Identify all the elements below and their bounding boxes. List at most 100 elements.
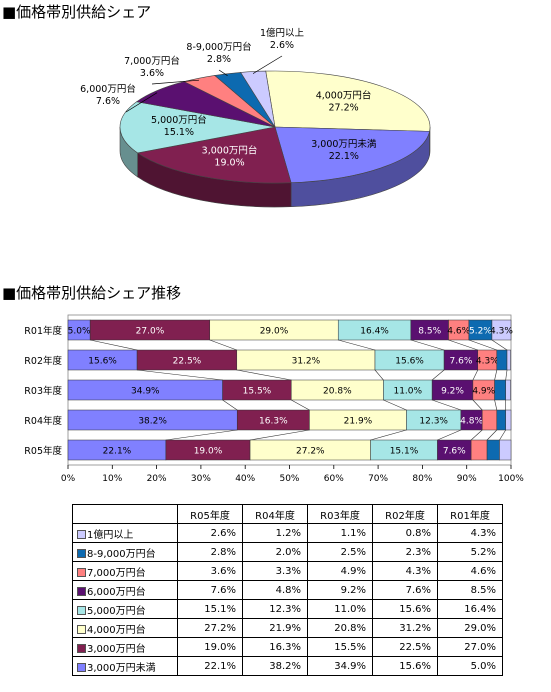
bar-category-2: R03年度 <box>24 385 62 397</box>
bar-label-2-cat-0: 34.9% <box>131 387 160 397</box>
bar-category-0: R01年度 <box>24 325 62 337</box>
table-row: 4,000万円台 27.2% 21.9% 20.8% 31.2% 29.0% <box>72 618 503 638</box>
bar-label-0-cat-4: 8.5% <box>418 327 441 337</box>
table-cell: 2.6% <box>177 523 243 543</box>
table-cell: 22.5% <box>372 637 438 657</box>
table-cell: 19.0% <box>177 637 243 657</box>
table-cell: 5.0% <box>437 656 503 676</box>
bar-category-3: R04年度 <box>24 415 62 427</box>
table-row: 8-9,000万円台 2.8% 2.0% 2.5% 2.3% 5.2% <box>72 542 503 562</box>
pie-label-cat-3: 5,000万円台 <box>151 114 207 126</box>
pie-value-cat-6: 2.8% <box>207 54 231 65</box>
x-tick-label-1: 10% <box>102 474 122 484</box>
table-col-header-1: R04年度 <box>242 504 308 524</box>
table-corner <box>72 504 178 524</box>
table-cell: 7.6% <box>177 580 243 600</box>
bar-connector-0-cat-4 <box>448 339 478 351</box>
bar-label-4-cat-2: 27.2% <box>296 447 325 457</box>
x-tick-label-7: 70% <box>368 474 388 484</box>
bar-label-1-cat-5: 4.3% <box>476 357 499 367</box>
table-cell: 8.5% <box>437 580 503 600</box>
bar-category-1: R02年度 <box>24 355 62 367</box>
table-cell: 22.1% <box>177 656 243 676</box>
table-cell: 2.0% <box>242 542 308 562</box>
bar-label-0-cat-7: 4.3% <box>490 327 513 337</box>
table-row-label: 6,000万円台 <box>72 580 178 600</box>
pie-label-cat-6: 8-9,000万円台 <box>186 41 251 53</box>
bar-connector-3-cat-1 <box>250 429 310 441</box>
bar-4-cat-7 <box>499 439 512 461</box>
bar-category-4: R05年度 <box>24 445 62 457</box>
pie-value-cat-1: 22.1% <box>329 151 359 162</box>
table-cell: 2.5% <box>307 542 373 562</box>
table-cell: 21.9% <box>242 618 308 638</box>
x-tick-label-0: 0% <box>61 474 76 484</box>
bar-label-3-cat-2: 21.9% <box>344 417 373 427</box>
x-tick-label-9: 90% <box>457 474 477 484</box>
bar-4-cat-6 <box>486 439 500 461</box>
pie-label-cat-0: 4,000万円台 <box>316 90 372 102</box>
table-cell: 1.1% <box>307 523 373 543</box>
table-cell: 34.9% <box>307 656 373 676</box>
pie-chart-title: ■価格帯別供給シェア <box>2 3 152 21</box>
bar-3-cat-7 <box>505 409 512 431</box>
pie-label-cat-4: 6,000万円台 <box>80 83 136 95</box>
legend-swatch <box>77 625 86 634</box>
legend-label: 3,000万円未満 <box>87 662 156 674</box>
legend-label: 1億円以上 <box>87 529 134 541</box>
bar-label-4-cat-4: 7.6% <box>443 447 466 457</box>
x-tick-label-6: 60% <box>324 474 344 484</box>
bar-label-3-cat-1: 16.3% <box>259 417 288 427</box>
table-cell: 20.8% <box>307 618 373 638</box>
bar-label-2-cat-1: 15.5% <box>243 387 272 397</box>
pie-leader-cat-4 <box>125 92 158 113</box>
bar-connector-1-cat-4 <box>472 369 479 381</box>
bar-connector-3-cat-2 <box>370 429 407 441</box>
x-tick-label-10: 100% <box>498 474 524 484</box>
bar-label-0-cat-0: 5.0% <box>68 327 91 337</box>
bar-4-cat-5 <box>470 439 488 461</box>
bar-label-0-cat-6: 5.2% <box>469 327 492 337</box>
legend-label: 6,000万円台 <box>87 586 146 598</box>
stacked-bar-chart: 5.0% 27.0% 29.0% 16.4% 8.5% 4.6%5.2%4.3%R01年度… <box>24 314 524 484</box>
table-cell: 1.2% <box>242 523 308 543</box>
table-row-label: 7,000万円台 <box>72 561 178 581</box>
table-cell: 4.9% <box>307 561 373 581</box>
bar-connector-0-cat-1 <box>209 339 237 351</box>
x-tick-label-2: 20% <box>147 474 167 484</box>
bar-connector-3-cat-4 <box>470 429 483 441</box>
bar-connector-0-cat-2 <box>338 339 376 351</box>
x-tick-label-8: 80% <box>412 474 432 484</box>
bar-connector-0-cat-3 <box>410 339 445 351</box>
legend-swatch <box>77 587 86 596</box>
pie-value-cat-4: 7.6% <box>96 96 120 107</box>
bar-chart-title: ■価格帯別供給シェア推移 <box>2 284 182 302</box>
legend-label: 5,000万円台 <box>87 605 146 617</box>
pie-label-cat-7: 1億円以上 <box>260 27 305 39</box>
bar-connector-1-cat-5 <box>494 369 498 381</box>
pie-leader-cat-5 <box>151 79 200 85</box>
bar-label-2-cat-5: 4.9% <box>472 387 495 397</box>
bar-label-0-cat-5: 4.6% <box>447 327 470 337</box>
table-row: 3,000万円台 19.0% 16.3% 15.5% 22.5% 27.0% <box>72 637 503 657</box>
table-cell: 4.3% <box>372 561 438 581</box>
bar-connector-2-cat-0 <box>222 399 238 411</box>
bar-label-1-cat-0: 15.6% <box>88 357 117 367</box>
table-cell: 2.3% <box>372 542 438 562</box>
table-cell: 15.6% <box>372 599 438 619</box>
table-cell: 15.6% <box>372 656 438 676</box>
table-col-header-2: R03年度 <box>307 504 373 524</box>
legend-label: 4,000万円台 <box>87 624 146 636</box>
table-row-label: 3,000万円台 <box>72 637 178 657</box>
pie-leader-cat-7 <box>252 55 283 74</box>
legend-label: 7,000万円台 <box>87 567 146 579</box>
table-cell: 3.6% <box>177 561 243 581</box>
bar-connector-1-cat-0 <box>137 369 223 381</box>
table-row: 5,000万円台 15.1% 12.3% 11.0% 15.6% 16.4% <box>72 599 503 619</box>
bar-1-cat-7 <box>506 349 511 371</box>
bar-label-3-cat-3: 12.3% <box>419 417 448 427</box>
table-row-label: 5,000万円台 <box>72 599 178 619</box>
bar-connector-3-cat-5 <box>486 429 498 441</box>
table-header-row: R05年度 R04年度 R03年度 R02年度 R01年度 <box>72 504 503 524</box>
